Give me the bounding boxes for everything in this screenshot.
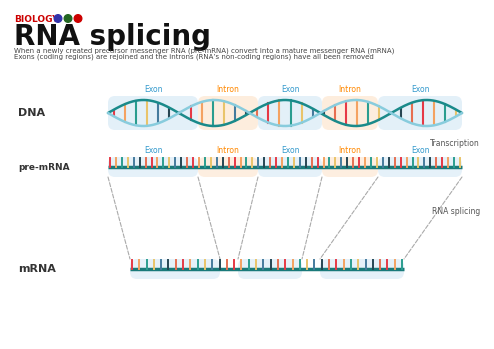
Text: Exon: Exon (144, 85, 162, 94)
FancyBboxPatch shape (238, 259, 302, 279)
FancyBboxPatch shape (108, 157, 198, 177)
FancyBboxPatch shape (130, 259, 220, 279)
Circle shape (64, 15, 72, 22)
Text: Intron: Intron (216, 146, 240, 155)
Text: RNA splicing: RNA splicing (14, 23, 211, 51)
Text: Intron: Intron (338, 85, 362, 94)
Text: Exon: Exon (411, 146, 429, 155)
Text: DNA: DNA (18, 108, 45, 118)
Text: RNA splicing: RNA splicing (432, 207, 480, 215)
FancyBboxPatch shape (258, 96, 322, 130)
FancyBboxPatch shape (322, 96, 378, 130)
Text: mRNA: mRNA (18, 264, 56, 274)
FancyBboxPatch shape (258, 157, 322, 177)
FancyBboxPatch shape (198, 96, 258, 130)
Text: pre-mRNA: pre-mRNA (18, 163, 70, 171)
Text: Intron: Intron (216, 85, 240, 94)
Text: Intron: Intron (338, 146, 362, 155)
FancyBboxPatch shape (378, 96, 462, 130)
Circle shape (54, 15, 62, 22)
Circle shape (74, 15, 82, 22)
FancyBboxPatch shape (198, 157, 258, 177)
Text: Exon: Exon (281, 85, 299, 94)
FancyBboxPatch shape (108, 96, 198, 130)
FancyBboxPatch shape (322, 157, 378, 177)
Text: Exon: Exon (411, 85, 429, 94)
FancyBboxPatch shape (378, 157, 462, 177)
FancyBboxPatch shape (320, 259, 404, 279)
Text: BIOLOGY: BIOLOGY (14, 15, 59, 24)
Text: Exon: Exon (144, 146, 162, 155)
Text: When a newly created precursor messenger RNA (pre-mRNA) convert into a mature me: When a newly created precursor messenger… (14, 47, 394, 53)
Text: Exon: Exon (281, 146, 299, 155)
Text: Exons (coding regions) are rejoined and the introns (RNA’s non-coding regions) h: Exons (coding regions) are rejoined and … (14, 54, 374, 60)
Text: Transcription: Transcription (430, 140, 480, 149)
